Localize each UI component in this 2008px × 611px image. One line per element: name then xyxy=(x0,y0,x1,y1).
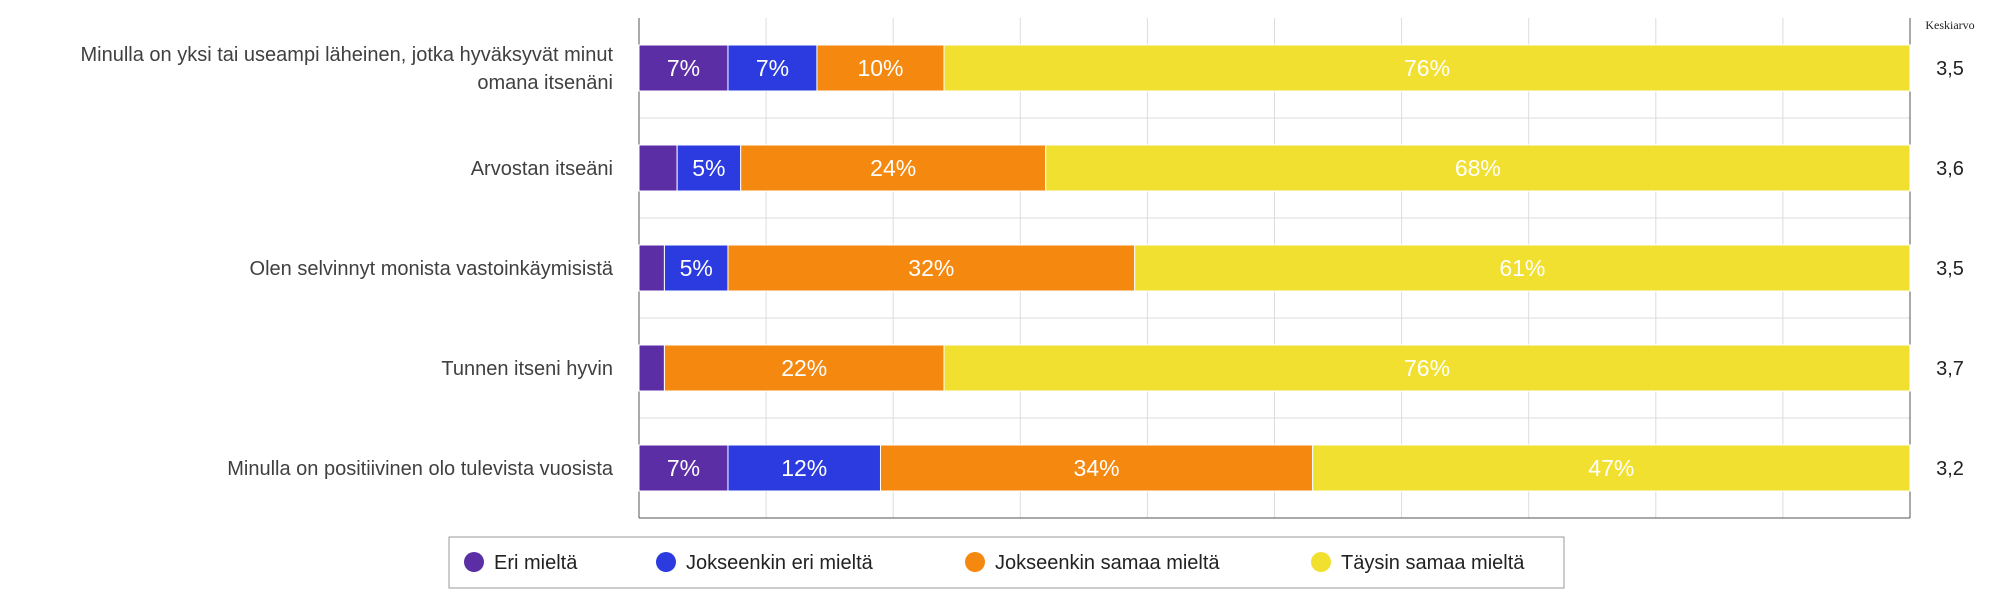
legend: Eri mieltä Jokseenkin eri mieltä Jokseenki… xyxy=(448,536,1565,589)
bar-segment xyxy=(943,44,1911,92)
bar-segment xyxy=(663,344,945,392)
data-label: 10% xyxy=(857,55,903,81)
legend-label: Täysin samaa mieltä xyxy=(1341,552,1525,574)
data-label: 76% xyxy=(1404,55,1450,81)
bar-segment xyxy=(727,444,881,492)
data-label: 24% xyxy=(870,155,916,181)
category-label: Olen selvinnyt monista vastoinkäymisistä xyxy=(250,258,614,280)
mean-value: 3,7 xyxy=(1936,358,1964,380)
mean-values: 3,5 3,6 3,5 3,7 3,2 xyxy=(1936,58,1964,480)
data-label: 7% xyxy=(667,55,700,81)
bar-segment xyxy=(663,244,729,292)
legend-label: Eri mieltä xyxy=(494,552,578,574)
data-label: 12% xyxy=(781,455,827,481)
legend-box xyxy=(448,536,1565,589)
data-label: 34% xyxy=(1074,455,1120,481)
bar-segment xyxy=(1045,144,1911,192)
data-label: 32% xyxy=(908,255,954,281)
bar-segment xyxy=(727,44,818,92)
legend-swatch xyxy=(1311,552,1331,572)
mean-value: 3,2 xyxy=(1936,458,1964,480)
data-label: 76% xyxy=(1404,355,1450,381)
bar-segment xyxy=(638,144,678,192)
mean-value: 3,6 xyxy=(1936,158,1964,180)
bars: 7% 7% 10% 76% 5% 24% 68% 5% 32% 61% 22% 76% 7% 12% 34%… xyxy=(638,44,1911,492)
mean-value: 3,5 xyxy=(1936,258,1964,280)
bar-segment xyxy=(816,44,945,92)
category-label: Minulla on positiivinen olo tulevista vu… xyxy=(227,458,614,480)
data-label: 68% xyxy=(1455,155,1501,181)
data-label: 7% xyxy=(667,455,700,481)
legend-swatch xyxy=(656,552,676,572)
legend-swatch xyxy=(965,552,985,572)
bar-segment xyxy=(879,444,1314,492)
bar-segment xyxy=(727,244,1136,292)
category-label: Tunnen itseni hyvin xyxy=(441,358,613,380)
legend-swatch xyxy=(464,552,484,572)
bar-segment xyxy=(943,344,1911,392)
category-label: Minulla on yksi tai useampi läheinen, jo… xyxy=(81,44,614,66)
data-label: 5% xyxy=(692,155,725,181)
bar-segment xyxy=(1312,444,1911,492)
category-label: omana itsenäni xyxy=(477,72,613,94)
data-label: 22% xyxy=(781,355,827,381)
legend-label: Jokseenkin eri mieltä xyxy=(686,552,874,574)
data-label: 47% xyxy=(1588,455,1634,481)
data-label: 5% xyxy=(680,255,713,281)
legend-label: Jokseenkin samaa mieltä xyxy=(995,552,1220,574)
bar-segment xyxy=(638,44,729,92)
mean-value: 3,5 xyxy=(1936,58,1964,80)
bar-segment xyxy=(1134,244,1911,292)
category-labels: Minulla on yksi tai useampi läheinen, jo… xyxy=(81,44,614,480)
category-label: Arvostan itseäni xyxy=(471,158,613,180)
data-label: 61% xyxy=(1499,255,1545,281)
bar-segment xyxy=(638,244,665,292)
bar-segment xyxy=(740,144,1047,192)
mean-header: Keskiarvo xyxy=(1925,18,1974,32)
bar-segment xyxy=(638,344,665,392)
data-label: 7% xyxy=(756,55,789,81)
